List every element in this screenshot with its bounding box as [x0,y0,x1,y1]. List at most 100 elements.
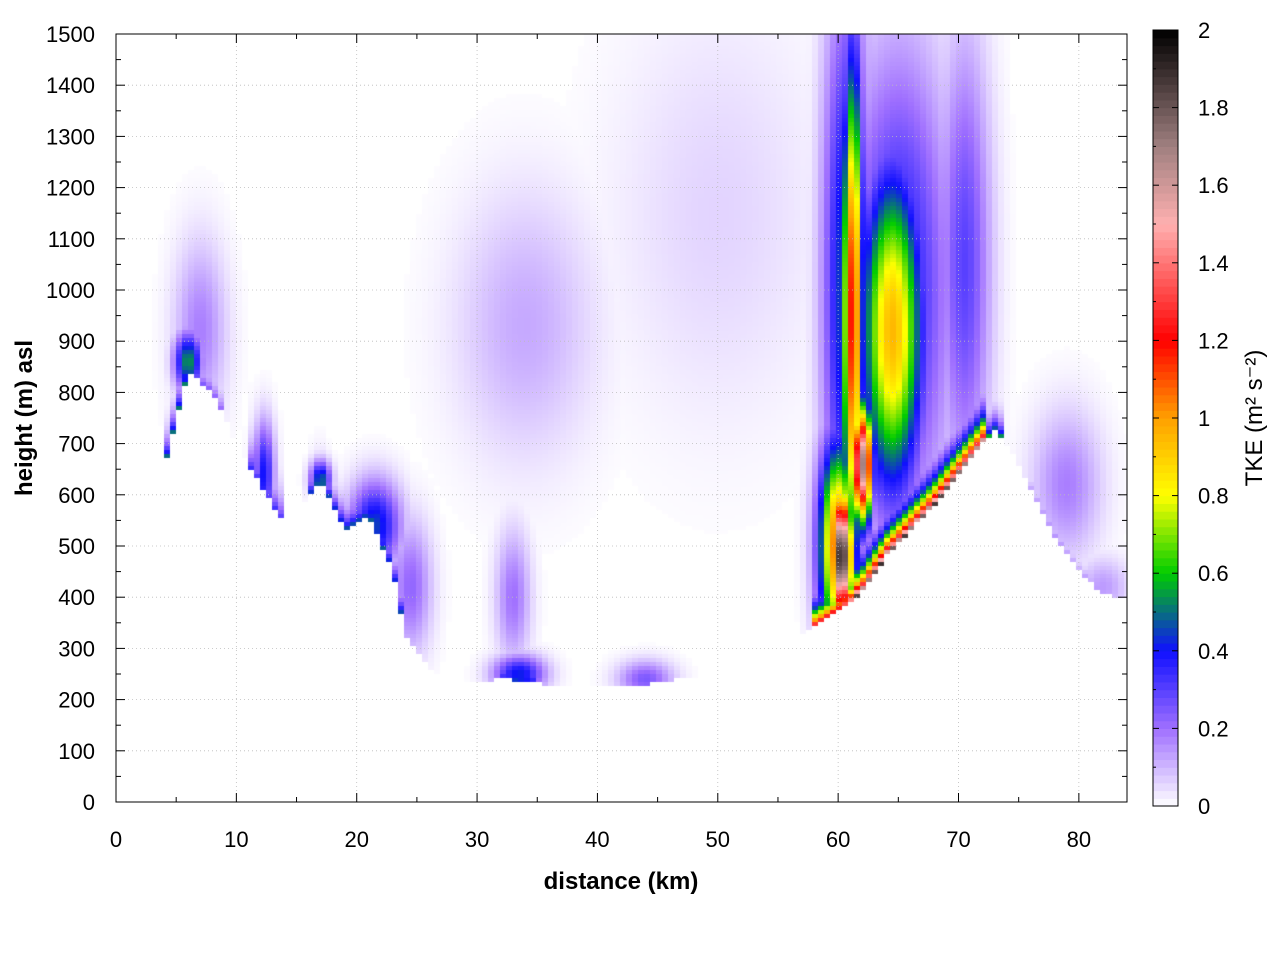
colorbar-segment [1153,720,1178,729]
colorbar-segment [1153,239,1178,248]
colorbar-segment [1153,425,1178,435]
colorbar-segment [1153,503,1178,512]
y-tick-label: 1500 [46,22,95,47]
colorbar-segment [1153,588,1178,598]
colorbar-tick-label: 1.6 [1198,173,1229,198]
colorbar-segment [1153,270,1178,279]
colorbar-segment [1153,619,1178,629]
colorbar-segment [1153,161,1178,171]
x-tick-label: 80 [1067,827,1091,852]
colorbar-segment [1153,534,1178,543]
colorbar-segment [1153,37,1178,47]
colorbar-segment [1153,410,1178,419]
plot-grid [116,34,1127,802]
y-tick-label: 300 [58,636,95,661]
colorbar-segment [1153,200,1178,210]
colorbar-segment [1153,487,1178,497]
y-tick-label: 900 [58,329,95,354]
y-tick-label: 200 [58,688,95,713]
colorbar-tick-label: 0 [1198,794,1210,819]
colorbar-segment [1153,169,1178,179]
colorbar-segment [1153,99,1178,109]
colorbar-segment [1153,107,1178,116]
colorbar-segment [1153,774,1178,784]
colorbar-segment [1153,472,1178,481]
colorbar-segment [1153,580,1178,590]
colorbar-segment [1153,340,1178,349]
y-tick-label: 1400 [46,73,95,98]
colorbar-segment [1153,464,1178,473]
colorbar-segment [1153,262,1178,272]
x-axis: 0 10 20 30 40 50 60 70 80 [110,34,1091,852]
colorbar-segment [1153,751,1178,761]
colorbar-segment [1153,480,1178,489]
colorbar-segment [1153,45,1178,54]
colorbar-segment [1153,301,1178,310]
y-tick-label: 700 [58,432,95,457]
colorbar-tick-label: 0.2 [1198,716,1229,741]
colorbar-segment [1153,782,1178,792]
colorbar-segment [1153,371,1178,380]
x-tick-label: 40 [585,827,609,852]
colorbar-segment [1153,495,1178,504]
colorbar-segment [1153,348,1178,357]
colorbar-segment [1153,130,1178,140]
colorbar-segment [1153,635,1178,644]
colorbar-tick-label: 1.4 [1198,251,1229,276]
colorbar-scale [1153,30,1178,807]
colorbar-segment [1153,386,1178,396]
colorbar-segment [1153,30,1178,39]
colorbar-segment [1153,278,1178,287]
y-axis-title: height (m) asl [11,340,38,496]
colorbar-segment [1153,231,1178,241]
colorbar-segment [1153,402,1178,411]
colorbar-segment [1153,736,1178,745]
colorbar-segment [1153,324,1178,334]
colorbar-segment [1153,790,1178,799]
colorbar-segment [1153,549,1178,559]
colorbar-segment [1153,84,1178,93]
colorbar-segment [1153,224,1178,233]
colorbar-segment [1153,728,1178,737]
y-tick-label: 100 [58,739,95,764]
colorbar-ticks: 0 0.2 0.4 0.6 0.8 1 1.2 1.4 1.6 1.8 2 [1153,18,1229,819]
colorbar-segment [1153,441,1178,450]
colorbar-segment [1153,115,1178,124]
colorbar: 0 0.2 0.4 0.6 0.8 1 1.2 1.4 1.6 1.8 2 TKE (m² s⁻²) [1152,18,1268,819]
colorbar-segment [1153,449,1178,458]
colorbar-segment [1153,681,1178,691]
y-tick-label: 1000 [46,278,95,303]
colorbar-segment [1153,689,1178,698]
colorbar-segment [1153,154,1178,163]
colorbar-segment [1153,697,1178,706]
colorbar-segment [1153,177,1178,186]
tke-field-image [116,34,1127,802]
y-tick-label: 1300 [46,124,95,149]
colorbar-segment [1153,146,1178,155]
colorbar-segment [1153,92,1178,101]
colorbar-tick-label: 1.2 [1198,328,1229,353]
colorbar-tick-label: 1.8 [1198,96,1229,121]
y-tick-label: 0 [83,790,95,815]
x-tick-label: 60 [826,827,850,852]
colorbar-segment [1153,604,1178,613]
colorbar-segment [1153,456,1178,466]
colorbar-segment [1153,53,1178,62]
colorbar-segment [1153,208,1178,217]
colorbar-segment [1153,394,1178,404]
colorbar-tick-label: 0.6 [1198,561,1229,586]
colorbar-segment [1153,526,1178,535]
colorbar-segment [1153,123,1178,132]
x-tick-label: 30 [465,827,489,852]
colorbar-segment [1153,379,1178,388]
y-tick-label: 400 [58,585,95,610]
colorbar-segment [1153,658,1178,667]
colorbar-segment [1153,612,1178,621]
colorbar-segment [1153,192,1178,202]
colorbar-segment [1153,255,1178,264]
colorbar-segment [1153,596,1178,605]
x-tick-label: 0 [110,827,122,852]
colorbar-segment [1153,61,1178,70]
colorbar-segment [1153,138,1178,147]
y-tick-label: 600 [58,483,95,508]
